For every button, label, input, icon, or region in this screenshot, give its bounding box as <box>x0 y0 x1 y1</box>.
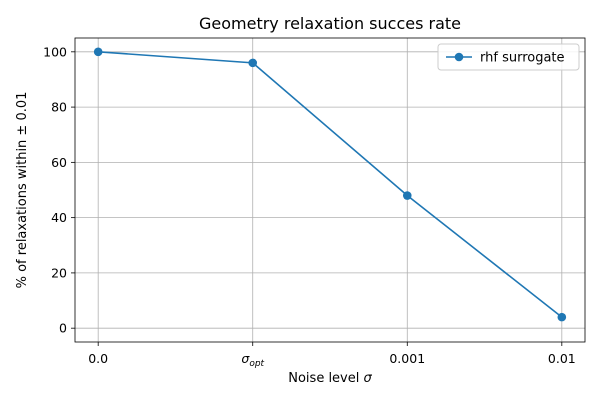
series-line <box>98 51 563 318</box>
x-axis-label: Noise level σ <box>288 371 372 386</box>
x-tick-label: 0.0 <box>88 351 108 366</box>
x-tick-label: 0.001 <box>389 351 425 366</box>
x-tick-label: σopt <box>241 351 264 369</box>
y-tick-label: 0 <box>59 321 67 336</box>
y-tick-label: 100 <box>43 44 67 59</box>
chart-title: Geometry relaxation succes rate <box>199 14 461 33</box>
y-tick-label: 80 <box>51 100 67 115</box>
legend: rhf surrogate <box>437 43 580 71</box>
legend-box <box>437 43 580 71</box>
y-tick-label: 40 <box>51 210 67 225</box>
ticks: 0.0 σopt 0.001 0.01 0 20 40 60 80 100 <box>43 44 576 369</box>
y-tick-label: 20 <box>51 265 67 280</box>
series-layer <box>93 47 567 322</box>
y-tick-label: 60 <box>51 155 67 170</box>
data-point <box>248 58 258 68</box>
data-point <box>93 47 103 57</box>
plot-frame <box>74 37 586 343</box>
x-tick-label: 0.01 <box>548 351 576 366</box>
data-point <box>402 191 412 200</box>
data-point <box>557 312 567 322</box>
legend-marker <box>454 52 464 62</box>
y-axis-label: % of relaxations within ± 0.01 <box>15 92 30 289</box>
legend-label: rhf surrogate <box>480 51 565 66</box>
